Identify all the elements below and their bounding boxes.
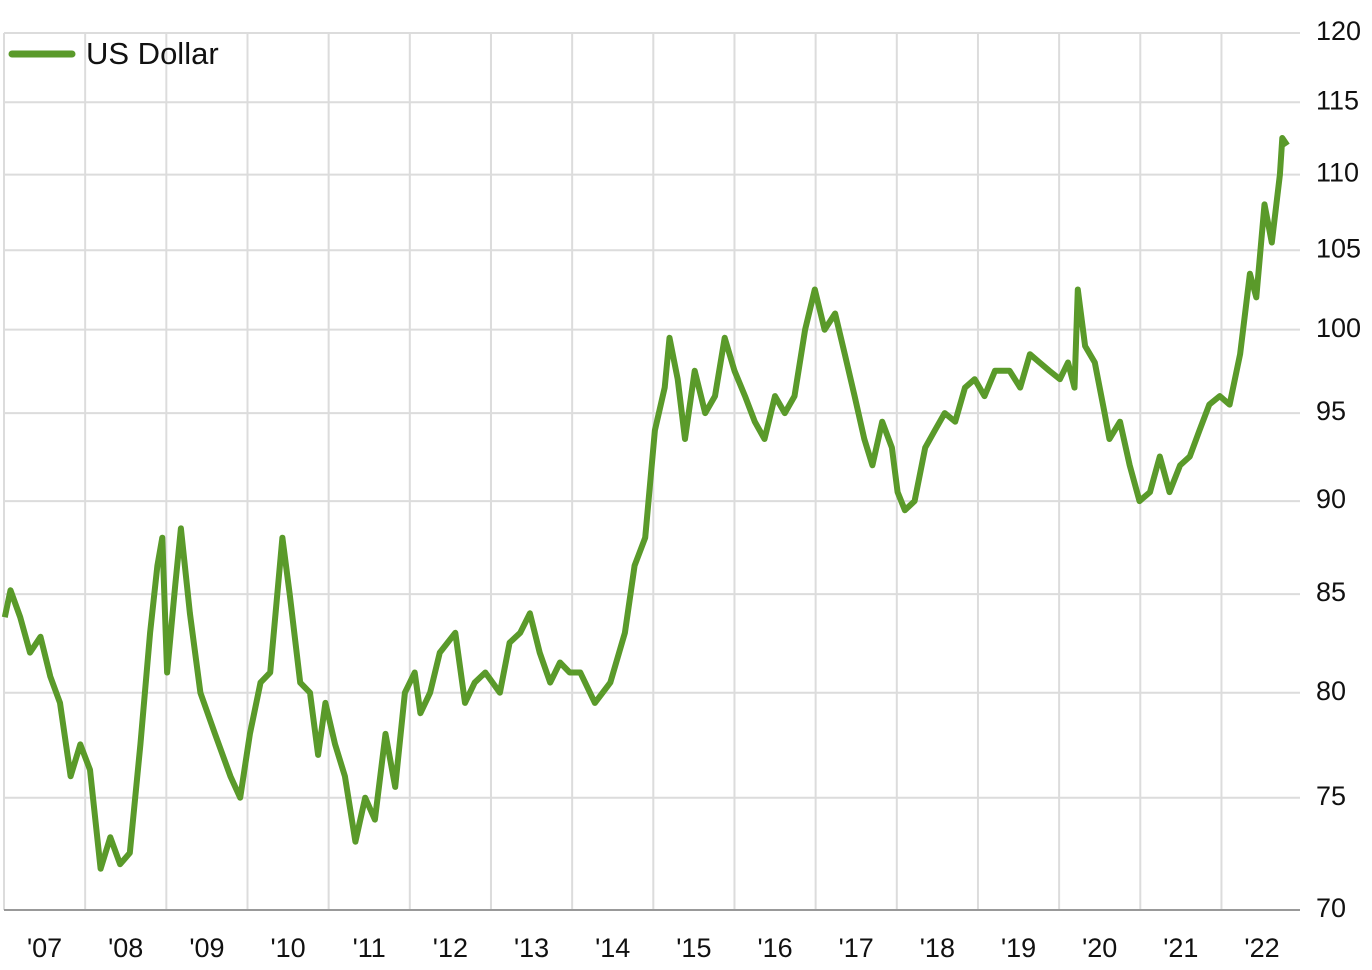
x-tick-label: '12 [433, 933, 468, 963]
y-tick-label: 105 [1316, 233, 1361, 263]
y-tick-label: 75 [1316, 781, 1346, 811]
x-tick-label: '22 [1244, 933, 1279, 963]
y-tick-label: 100 [1316, 313, 1361, 343]
y-tick-label: 110 [1316, 158, 1359, 188]
y-tick-label: 95 [1316, 396, 1346, 426]
x-tick-label: '11 [353, 933, 386, 963]
x-tick-label: '18 [920, 933, 955, 963]
y-tick-label: 80 [1316, 676, 1346, 706]
x-tick-label: '13 [514, 933, 549, 963]
x-tick-label: '17 [839, 933, 874, 963]
y-tick-label: 70 [1316, 893, 1346, 923]
y-tick-label: 90 [1316, 484, 1346, 514]
x-tick-label: '16 [757, 933, 792, 963]
x-tick-label: '09 [189, 933, 224, 963]
x-tick-label: '21 [1163, 933, 1198, 963]
x-tick-label: '14 [595, 933, 630, 963]
y-tick-label: 115 [1316, 85, 1359, 115]
x-tick-label: '10 [270, 933, 305, 963]
x-tick-label: '20 [1082, 933, 1117, 963]
legend-label: US Dollar [86, 36, 219, 71]
x-tick-label: '08 [108, 933, 143, 963]
y-tick-label: 85 [1316, 577, 1346, 607]
data-line [1, 135, 1290, 872]
y-tick-label: 120 [1316, 16, 1361, 46]
x-tick-label: '19 [1001, 933, 1036, 963]
x-tick-label: '07 [27, 933, 62, 963]
x-tick-label: '15 [676, 933, 711, 963]
